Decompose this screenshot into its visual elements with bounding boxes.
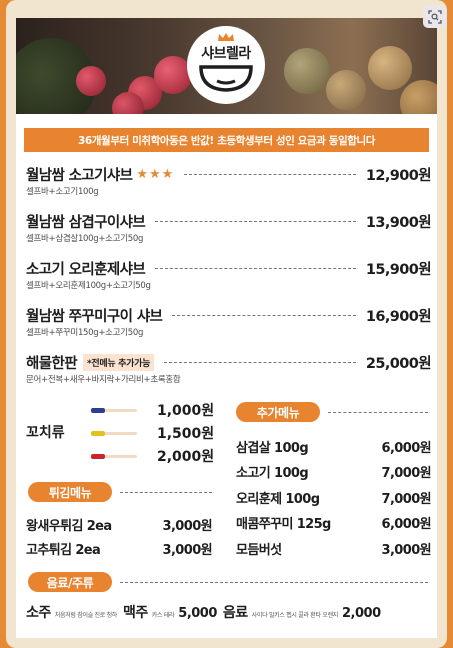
- leader-dashes: [164, 361, 356, 363]
- item-price: 16,900원: [365, 308, 432, 325]
- leader-dashes: [328, 412, 428, 413]
- star-rating: ★★★: [136, 166, 175, 182]
- extra-row: 매콤쭈꾸미 125g 6,000원: [236, 512, 432, 532]
- item-name: 해물한판: [26, 355, 78, 372]
- menu-item: 해물한판 *전메뉴 추가가능 25,000원 문어+전복+새우+바지락+가리비+…: [26, 352, 432, 385]
- item-price: 13,900원: [365, 214, 432, 231]
- extra-name: 오리훈제 100g: [236, 491, 320, 507]
- item-description: 셀프바+쭈꾸미150g+소고기50g: [26, 328, 144, 338]
- drink-brands: 카스 테라: [151, 612, 175, 619]
- skewer-price: 2,000원: [157, 449, 215, 465]
- menu-item: 월남쌈 삼겹구이샤브 13,900원 셀프바+삼겹살100g+소고기50g: [26, 211, 432, 245]
- fried-row: 고추튀김 2ea 3,000원: [26, 538, 213, 558]
- drink-name: 맥주: [123, 605, 148, 621]
- potato-shape: [368, 46, 412, 90]
- price-policy-banner: 36개월부터 미취학아동은 반값! 초등학생부터 성인 요금과 동일합니다: [24, 128, 429, 152]
- item-name: 월남쌈 소고기샤브: [26, 167, 133, 184]
- drink-name: 소주: [26, 605, 51, 621]
- extra-row: 소고기 100g 7,000원: [236, 461, 432, 481]
- zoom-icon: [428, 10, 442, 24]
- extra-name: 삼겹살 100g: [236, 440, 309, 456]
- drink-price: 5,000: [178, 606, 217, 621]
- radish-shape: [76, 66, 106, 96]
- fried-row: 왕새우튀김 2ea 3,000원: [26, 514, 213, 534]
- extra-price: 6,000원: [381, 440, 432, 456]
- potato-shape: [284, 48, 330, 94]
- item-price: 12,900원: [365, 167, 432, 184]
- fried-title: 튀김메뉴: [28, 482, 112, 502]
- fried-price: 3,000원: [162, 542, 213, 558]
- item-price: 15,900원: [365, 261, 432, 278]
- drinks-row: 소주 처음처럼 참이슬 진로 청하 맥주 카스 테라 5,000 음료 사이다 …: [26, 602, 431, 622]
- extra-name: 소고기 100g: [236, 465, 309, 481]
- logo: 샤브렐라: [187, 26, 265, 104]
- extra-price: 7,000원: [381, 491, 432, 507]
- skewer-blue-icon: [91, 407, 105, 413]
- skewer-stick: [91, 408, 137, 412]
- potato-shape: [326, 70, 366, 110]
- logo-text: 샤브렐라: [201, 46, 251, 62]
- leader-dashes: [172, 314, 356, 316]
- radish-shape: [112, 92, 144, 114]
- drink-brands: 처음처럼 참이슬 진로 청하: [54, 612, 118, 619]
- fried-name: 왕새우튀김 2ea: [26, 518, 112, 534]
- drink-name: 음료: [222, 605, 248, 621]
- menu-item: 월남쌈 쭈꾸미구이 샤브 16,900원 셀프바+쭈꾸미150g+소고기50g: [26, 305, 432, 339]
- extra-name: 모듬버섯: [236, 542, 282, 558]
- skewer-section-label: 꼬치류: [26, 425, 65, 441]
- extra-row: 삼겹살 100g 6,000원: [236, 436, 432, 456]
- radish-shape: [154, 56, 192, 94]
- potato-shape: [400, 80, 437, 114]
- skewer-row: 1,500원: [91, 423, 251, 443]
- extra-name: 매콤쭈꾸미 125g: [236, 516, 331, 532]
- leader-dashes: [120, 582, 428, 583]
- skewer-yellow-icon: [91, 430, 105, 436]
- item-name: 월남쌈 삼겹구이샤브: [26, 214, 146, 231]
- skewer-price: 1,000원: [157, 403, 215, 419]
- hero-image: 샤브렐라: [16, 18, 437, 114]
- item-note: *전메뉴 추가가능: [82, 353, 155, 371]
- skewer-price: 1,500원: [157, 426, 215, 442]
- extras-title: 추가메뉴: [236, 402, 320, 422]
- skewer-stick: [91, 454, 137, 458]
- item-description: 셀프바+삼겹살100g+소고기50g: [26, 234, 144, 244]
- drinks-title: 음료/주류: [28, 572, 112, 592]
- item-name: 소고기 오리훈제샤브: [26, 261, 146, 278]
- fried-name: 고추튀김 2ea: [26, 542, 101, 558]
- menu-item: 소고기 오리훈제샤브 15,900원 셀프바+오리훈제100g+소고기50g: [26, 258, 432, 292]
- item-description: 셀프바+오리훈제100g+소고기50g: [26, 281, 151, 291]
- menu-item: 월남쌈 소고기샤브 ★★★ 12,900원 셀프바+소고기100g: [26, 164, 432, 198]
- skewer-row: 1,000원: [91, 400, 251, 420]
- menu-board-frame: 샤브렐라 36개월부터 미취학아동은 반값! 초등학생부터 성인 요금과 동일합…: [6, 0, 447, 648]
- leader-dashes: [155, 220, 356, 222]
- drink-brands: 사이다 밀키스 펩시 콜라 환타 오렌지: [251, 612, 339, 619]
- menu-page: 샤브렐라 36개월부터 미취학아동은 반값! 초등학생부터 성인 요금과 동일합…: [16, 18, 437, 638]
- item-price: 25,000원: [365, 355, 432, 372]
- extra-row: 오리훈제 100g 7,000원: [236, 487, 432, 507]
- item-description: 셀프바+소고기100g: [26, 187, 99, 197]
- fried-price: 3,000원: [162, 518, 213, 534]
- leader-dashes: [120, 492, 212, 493]
- leader-dashes: [184, 173, 356, 175]
- extra-price: 7,000원: [381, 465, 432, 481]
- bowl-icon: [199, 65, 253, 92]
- crown-icon: [218, 33, 234, 41]
- skewer-stick: [91, 431, 137, 435]
- zoom-button[interactable]: [423, 6, 447, 28]
- item-name: 월남쌈 쭈꾸미구이 샤브: [26, 308, 163, 325]
- skewer-row: 2,000원: [91, 446, 251, 466]
- item-description: 문어+전복+새우+바지락+가리비+초록홍합: [26, 375, 181, 385]
- skewer-red-icon: [91, 453, 105, 459]
- extra-price: 6,000원: [381, 516, 432, 532]
- drink-price: 2,000: [342, 606, 381, 621]
- extra-row: 모듬버섯 3,000원: [236, 538, 432, 558]
- leader-dashes: [155, 267, 356, 269]
- extra-price: 3,000원: [381, 542, 432, 558]
